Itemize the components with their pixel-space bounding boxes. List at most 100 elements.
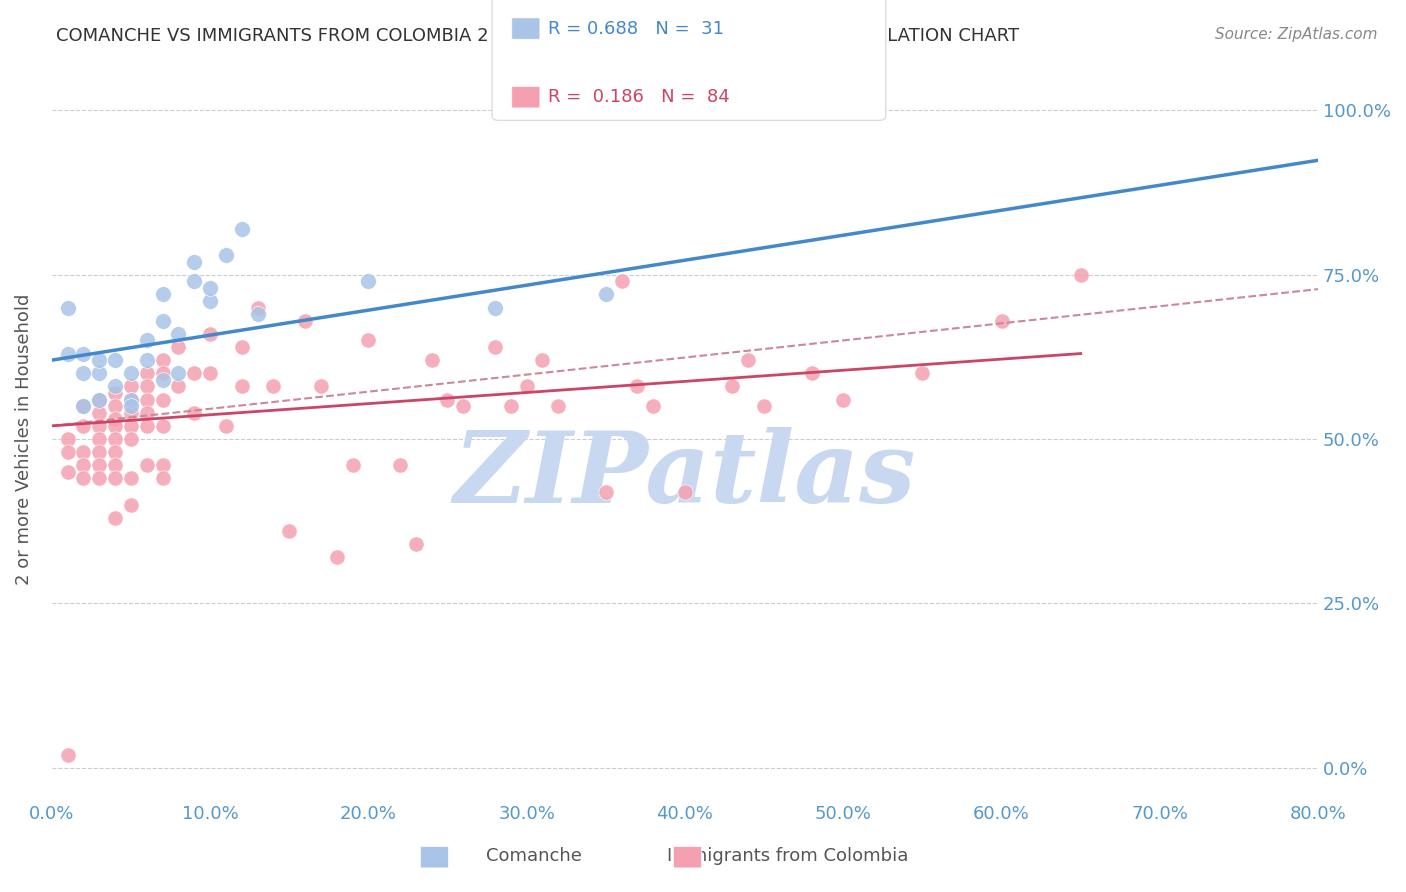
Point	[120, 406, 142, 420]
Point	[262, 379, 284, 393]
Point	[231, 340, 253, 354]
Point	[72, 399, 94, 413]
Point	[673, 484, 696, 499]
Point	[516, 379, 538, 393]
Point	[800, 366, 823, 380]
Point	[135, 366, 157, 380]
Point	[72, 445, 94, 459]
Point	[135, 418, 157, 433]
Point	[72, 418, 94, 433]
Point	[72, 346, 94, 360]
Point	[610, 274, 633, 288]
Point	[183, 366, 205, 380]
Point	[183, 274, 205, 288]
Y-axis label: 2 or more Vehicles in Household: 2 or more Vehicles in Household	[15, 293, 32, 585]
Point	[198, 281, 221, 295]
Point	[420, 353, 443, 368]
Point	[89, 392, 111, 407]
Point	[104, 412, 127, 426]
Point	[1070, 268, 1092, 282]
Point	[405, 537, 427, 551]
Point	[56, 432, 79, 446]
Text: COMANCHE VS IMMIGRANTS FROM COLOMBIA 2 OR MORE VEHICLES IN HOUSEHOLD CORRELATION: COMANCHE VS IMMIGRANTS FROM COLOMBIA 2 O…	[56, 27, 1019, 45]
Point	[56, 747, 79, 762]
Point	[752, 399, 775, 413]
Text: ZIPatlas: ZIPatlas	[454, 427, 917, 524]
Point	[120, 418, 142, 433]
Point	[231, 221, 253, 235]
Point	[104, 353, 127, 368]
Point	[89, 471, 111, 485]
Point	[120, 366, 142, 380]
Point	[626, 379, 648, 393]
Point	[120, 498, 142, 512]
Point	[246, 307, 269, 321]
Point	[832, 392, 855, 407]
Point	[104, 399, 127, 413]
Text: R = 0.688   N =  31: R = 0.688 N = 31	[548, 20, 724, 37]
Point	[167, 366, 190, 380]
Point	[104, 458, 127, 473]
Point	[89, 353, 111, 368]
Point	[135, 334, 157, 348]
Point	[120, 432, 142, 446]
Point	[104, 471, 127, 485]
Point	[484, 301, 506, 315]
Point	[135, 406, 157, 420]
Point	[167, 340, 190, 354]
Point	[198, 366, 221, 380]
Point	[152, 392, 174, 407]
Point	[135, 392, 157, 407]
Point	[104, 445, 127, 459]
Point	[152, 353, 174, 368]
Point	[89, 392, 111, 407]
Point	[56, 445, 79, 459]
Point	[89, 445, 111, 459]
Text: Immigrants from Colombia: Immigrants from Colombia	[666, 847, 908, 865]
Point	[309, 379, 332, 393]
Point	[135, 353, 157, 368]
Point	[388, 458, 411, 473]
Point	[484, 340, 506, 354]
Point	[89, 406, 111, 420]
Point	[643, 399, 665, 413]
Point	[167, 326, 190, 341]
Point	[721, 379, 744, 393]
Point	[104, 386, 127, 401]
Point	[120, 471, 142, 485]
Point	[135, 458, 157, 473]
Point	[152, 373, 174, 387]
Point	[120, 399, 142, 413]
Point	[342, 458, 364, 473]
Point	[231, 379, 253, 393]
Point	[436, 392, 458, 407]
Point	[294, 314, 316, 328]
Point	[120, 379, 142, 393]
Point	[104, 418, 127, 433]
Point	[499, 399, 522, 413]
Point	[72, 366, 94, 380]
Point	[357, 274, 380, 288]
Point	[72, 399, 94, 413]
Point	[89, 366, 111, 380]
Point	[737, 353, 759, 368]
Point	[990, 314, 1012, 328]
Point	[104, 379, 127, 393]
Point	[120, 392, 142, 407]
Point	[104, 511, 127, 525]
Text: Comanche: Comanche	[486, 847, 582, 865]
Point	[595, 484, 617, 499]
Point	[152, 418, 174, 433]
Point	[183, 406, 205, 420]
Point	[135, 379, 157, 393]
Point	[531, 353, 554, 368]
Point	[911, 366, 934, 380]
Point	[89, 432, 111, 446]
Point	[278, 524, 301, 538]
Point	[152, 458, 174, 473]
Point	[72, 458, 94, 473]
Point	[152, 314, 174, 328]
Point	[215, 418, 238, 433]
Point	[595, 287, 617, 301]
Point	[56, 465, 79, 479]
